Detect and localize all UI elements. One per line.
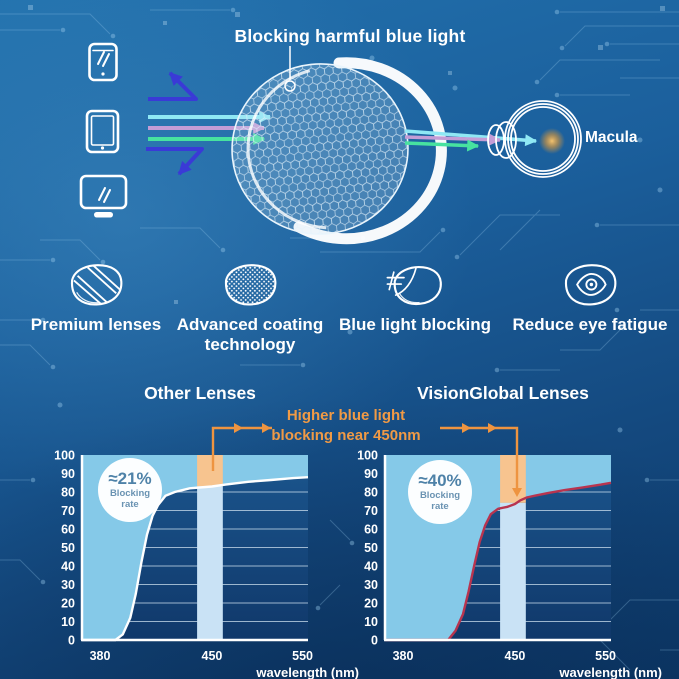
chart-title-other-lenses: Other Lenses <box>144 383 256 403</box>
annotation-line-1: Higher blue light <box>286 407 406 424</box>
page-title: Blocking harmful blue light <box>234 26 466 46</box>
hero-illustration <box>79 42 582 245</box>
svg-text:60: 60 <box>364 523 378 537</box>
reduce-eye-fatigue-icon <box>565 264 617 306</box>
transmitted-light-rays <box>404 129 538 152</box>
chart-other-lenses: 0 10 20 30 40 50 60 70 80 90 100 380 450 550 wavelengt… <box>35 440 365 679</box>
blocking-rate-badge-visionglobal: ≈40% Blocking rate <box>408 460 472 524</box>
blocking-rate-label: Blocking rate <box>419 490 461 512</box>
svg-text:550: 550 <box>595 649 616 663</box>
svg-text:wavelength (nm): wavelength (nm) <box>255 665 359 679</box>
svg-text:40: 40 <box>61 560 75 574</box>
svg-text:10: 10 <box>364 615 378 629</box>
tablet-icon <box>85 109 120 154</box>
feature-label-reduce-eye-fatigue: Reduce eye fatigue <box>512 315 668 334</box>
premium-lens-icon <box>71 264 123 306</box>
other-lenses-plot: 0 10 20 30 40 50 60 70 80 90 100 380 450 550 wavelengt… <box>54 449 359 679</box>
svg-text:90: 90 <box>364 467 378 481</box>
blocking-rate-label: Blocking rate <box>109 488 151 510</box>
coated-lens <box>231 57 447 245</box>
blocking-rate-value: ≈21% <box>108 469 152 489</box>
annotation-line-2: blocking near 450nm <box>271 426 421 444</box>
macula-glow <box>539 128 565 154</box>
reflected-light-arrows <box>146 71 204 176</box>
chart-visionglobal-lenses: 0 10 20 30 40 50 60 70 80 90 100 380 450 550 wavelengt… <box>338 440 668 679</box>
svg-text:20: 20 <box>364 597 378 611</box>
svg-text:80: 80 <box>364 486 378 500</box>
svg-text:70: 70 <box>364 504 378 518</box>
feature-label-advanced-coating: Advanced coating technology <box>176 315 324 354</box>
title-pointer-line <box>284 46 296 92</box>
eye-diagram <box>487 100 582 178</box>
blocking-rate-badge-other: ≈21% Blocking rate <box>98 458 162 522</box>
blocking-rate-value: ≈40% <box>418 471 462 491</box>
svg-text:450: 450 <box>202 649 223 663</box>
svg-text:30: 30 <box>61 578 75 592</box>
svg-text:380: 380 <box>393 649 414 663</box>
svg-text:10: 10 <box>61 615 75 629</box>
svg-text:20: 20 <box>61 597 75 611</box>
svg-text:380: 380 <box>90 649 111 663</box>
macula-label: Macula <box>585 129 638 146</box>
smartphone-icon <box>88 42 118 82</box>
chart-title-visionglobal-lenses: VisionGlobal Lenses <box>417 383 589 403</box>
svg-text:wavelength (nm): wavelength (nm) <box>558 665 662 679</box>
svg-text:50: 50 <box>61 541 75 555</box>
svg-text:60: 60 <box>61 523 75 537</box>
feature-label-premium-lenses: Premium lenses <box>30 315 162 334</box>
svg-text:100: 100 <box>357 449 378 463</box>
annotation-higher-blocking: Higher blue light blocking near 450nm <box>255 406 437 445</box>
svg-text:0: 0 <box>371 634 378 648</box>
svg-text:40: 40 <box>364 560 378 574</box>
svg-text:70: 70 <box>61 504 75 518</box>
feature-label-blue-light-blocking: Blue light blocking <box>338 315 492 334</box>
svg-text:90: 90 <box>61 467 75 481</box>
coating-technology-icon <box>225 264 277 306</box>
visionglobal-lenses-plot: 0 10 20 30 40 50 60 70 80 90 100 380 450 550 wavelengt… <box>357 449 662 679</box>
svg-text:450: 450 <box>505 649 526 663</box>
svg-text:0: 0 <box>68 634 75 648</box>
monitor-icon <box>79 174 128 218</box>
svg-text:550: 550 <box>292 649 313 663</box>
svg-text:80: 80 <box>61 486 75 500</box>
svg-text:100: 100 <box>54 449 75 463</box>
svg-text:30: 30 <box>364 578 378 592</box>
svg-text:50: 50 <box>364 541 378 555</box>
blue-light-blocking-icon <box>386 266 442 306</box>
